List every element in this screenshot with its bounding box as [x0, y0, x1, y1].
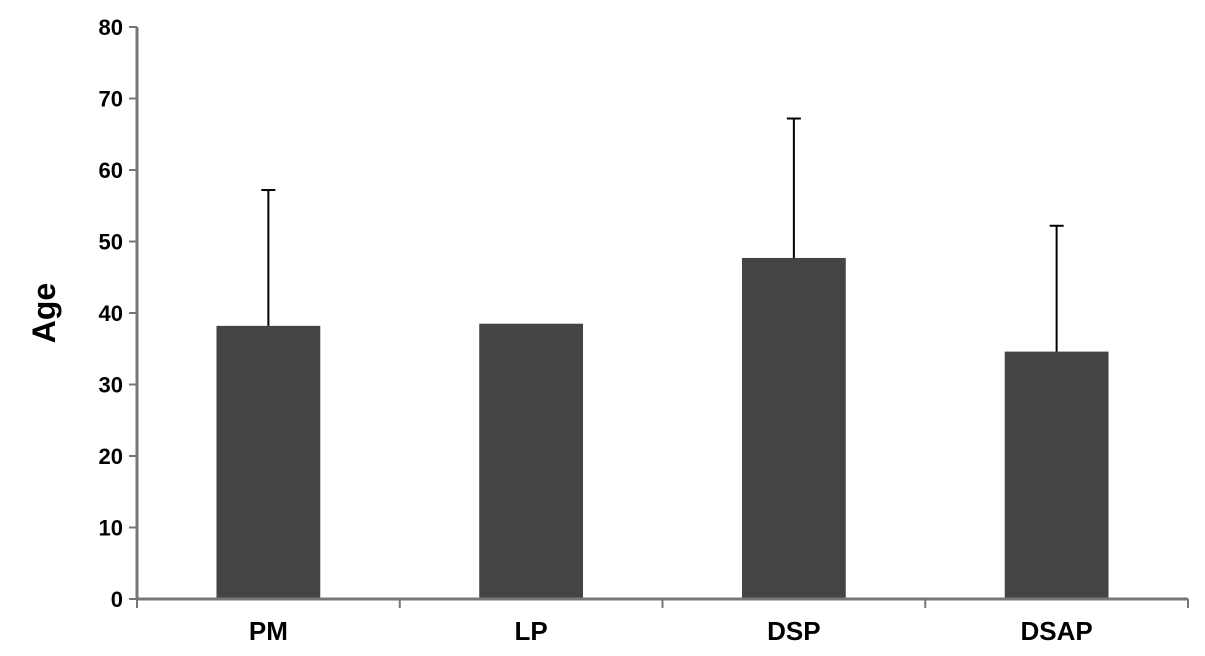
bars [216, 257, 1109, 599]
y-axis-title: Age [26, 283, 62, 343]
x-tick-label-pm: PM [249, 616, 288, 646]
y-tick-label: 70 [99, 87, 123, 112]
y-tick-label: 20 [99, 444, 123, 469]
bar-dsap [1004, 351, 1109, 599]
y-tick-label: 80 [99, 15, 123, 40]
y-tick-label: 60 [99, 158, 123, 183]
y-tick-label: 50 [99, 230, 123, 255]
x-axis-ticks: PM LP DSP DSAP [136, 599, 1189, 646]
y-tick-label: 0 [111, 587, 123, 612]
bar-dsp [741, 257, 846, 599]
y-tick-label: 40 [99, 301, 123, 326]
y-axis-ticks: 0 10 20 30 40 50 60 70 80 [99, 15, 137, 612]
bar-lp [479, 323, 584, 599]
x-tick-label-dsap: DSAP [1021, 616, 1093, 646]
bar-pm [216, 325, 321, 599]
x-tick-label-dsp: DSP [767, 616, 820, 646]
y-tick-label: 30 [99, 373, 123, 398]
error-bars [261, 117, 1064, 352]
x-tick-label-lp: LP [515, 616, 548, 646]
y-tick-label: 10 [99, 516, 123, 541]
